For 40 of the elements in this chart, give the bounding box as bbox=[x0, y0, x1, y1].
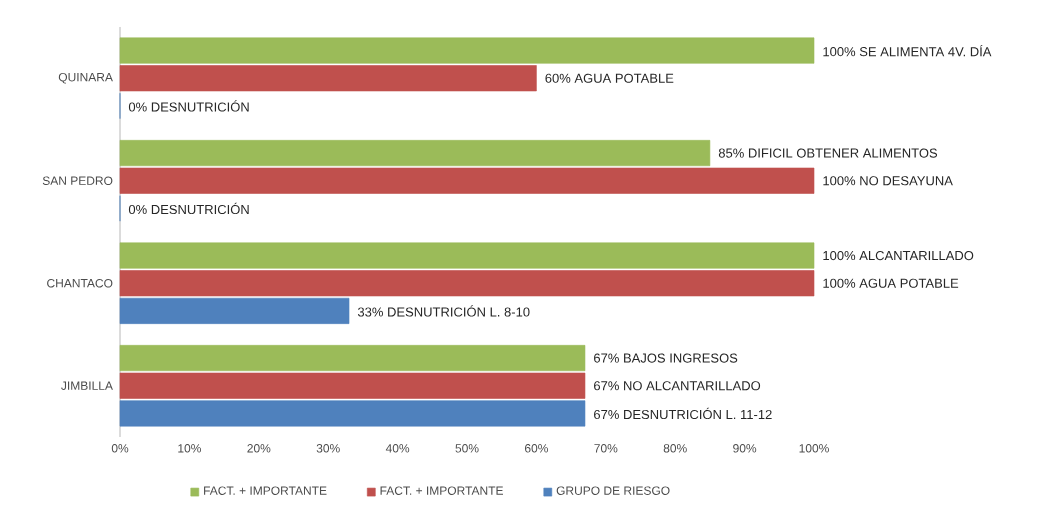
data-label: 0% DESNUTRICIÓN bbox=[128, 100, 249, 112]
x-tick-label: 80% bbox=[663, 444, 687, 453]
bar bbox=[119, 65, 537, 92]
x-tick-label: 0% bbox=[111, 444, 129, 453]
legend-label: FACT. + IMPORTANTE bbox=[380, 486, 504, 495]
bar bbox=[119, 140, 711, 167]
bar bbox=[119, 372, 586, 399]
data-label: 67% BAJOS INGRESOS bbox=[594, 353, 738, 363]
y-tick-label: SAN PEDRO bbox=[42, 176, 113, 185]
bar bbox=[119, 400, 586, 427]
data-label: 67% NO ALCANTARILLADO bbox=[594, 381, 761, 391]
data-label: 60% AGUA POTABLE bbox=[545, 73, 674, 83]
y-tick-label: CHANTACO bbox=[47, 279, 113, 288]
x-tick-label: 30% bbox=[316, 444, 340, 453]
bar bbox=[119, 345, 586, 372]
x-tick-label: 40% bbox=[385, 444, 410, 453]
x-tick-label: 90% bbox=[733, 444, 757, 453]
data-label: 33% DESNUTRICIÓN L. 8-10 bbox=[357, 305, 530, 317]
x-tick-label: 70% bbox=[594, 444, 618, 453]
bar bbox=[119, 167, 815, 194]
y-tick-label: QUINARA bbox=[58, 72, 113, 84]
x-tick-label: 60% bbox=[524, 444, 548, 453]
bar bbox=[119, 37, 815, 64]
bar bbox=[119, 242, 815, 269]
data-label: 67% DESNUTRICIÓN L. 11-12 bbox=[594, 407, 772, 420]
legend-label: GRUPO DE RIESGO bbox=[556, 486, 670, 495]
data-label: 100% SE ALIMENTA 4V. DÍA bbox=[823, 44, 992, 57]
y-tick-label: JIMBILLA bbox=[61, 381, 113, 390]
legend-label: FACT. + IMPORTANTE bbox=[204, 486, 327, 495]
bar bbox=[119, 297, 350, 324]
x-tick-label: 10% bbox=[178, 444, 201, 453]
data-label: 100% ALCANTARILLADO bbox=[823, 250, 974, 261]
bar bbox=[119, 270, 815, 297]
data-label: 100% NO DESAYUNA bbox=[823, 176, 953, 186]
data-label: 85% DIFICIL OBTENER ALIMENTOS bbox=[718, 148, 938, 158]
x-tick-label: 50% bbox=[455, 444, 479, 453]
x-tick-label: 100% bbox=[799, 444, 829, 453]
data-label: 0% DESNUTRICIÓN bbox=[128, 202, 249, 215]
data-label: 100% AGUA POTABLE bbox=[823, 278, 959, 288]
x-tick-label: 20% bbox=[247, 444, 271, 453]
